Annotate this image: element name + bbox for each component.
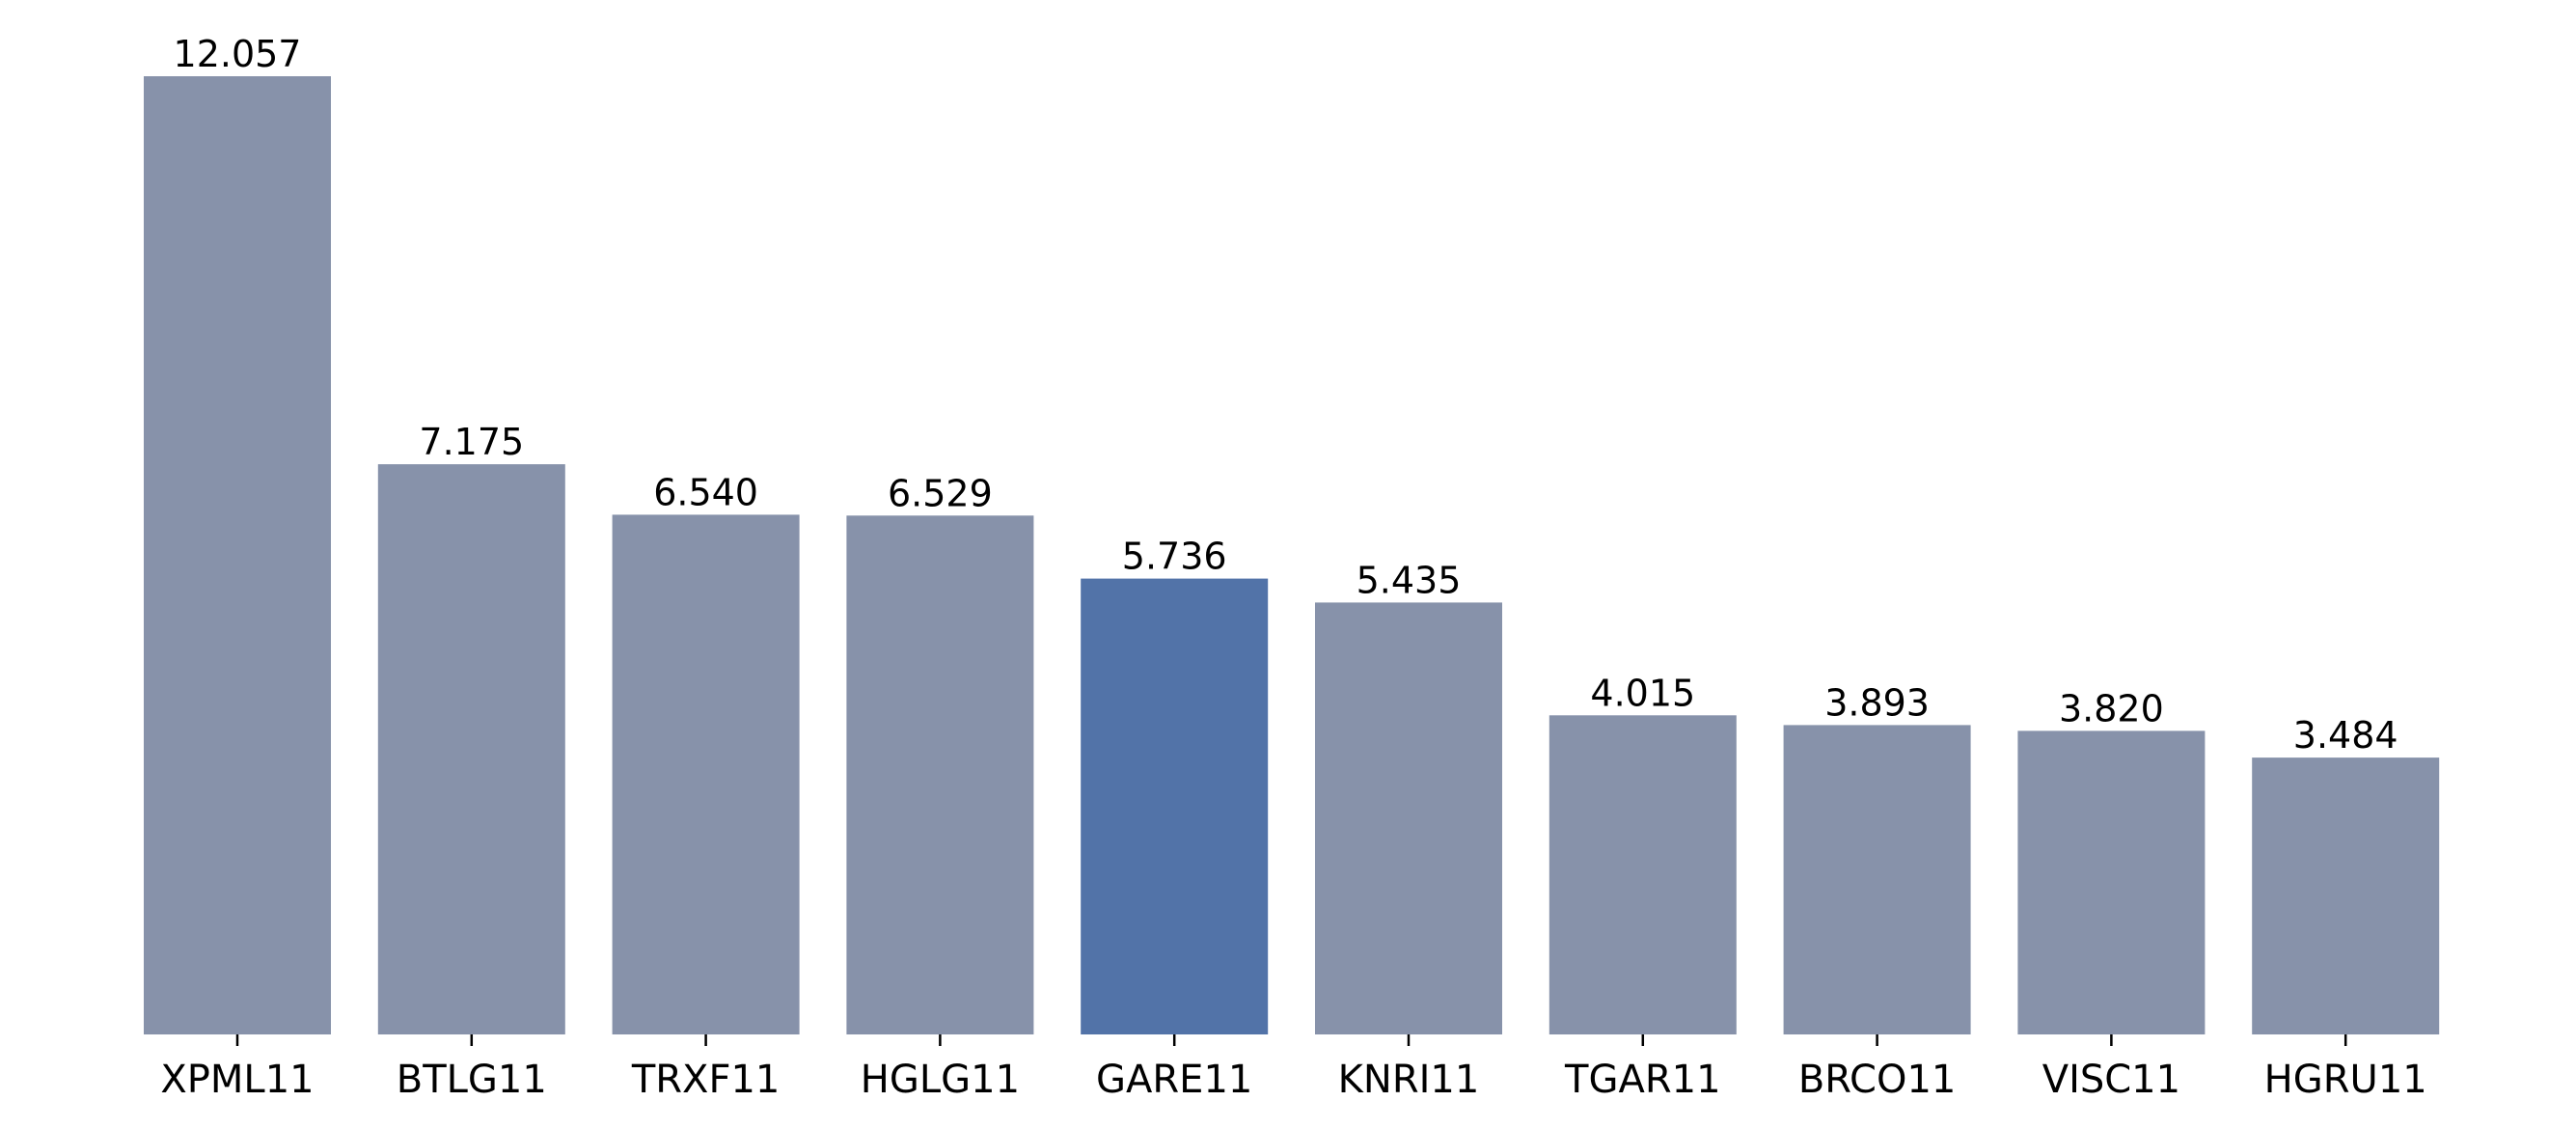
bar-hglg11: [846, 515, 1034, 1034]
value-label-xpml11: 12.057: [174, 33, 302, 75]
x-tick-label-visc11: VISC11: [2042, 1058, 2180, 1102]
bars-group: [144, 76, 2440, 1035]
value-label-hglg11: 6.529: [888, 472, 993, 514]
bar-gare11: [1081, 578, 1269, 1034]
value-label-hgru11: 3.484: [2293, 714, 2398, 757]
bar-knri11: [1315, 602, 1502, 1034]
bar-trxf11: [612, 514, 800, 1034]
bar-brco11: [1783, 725, 1971, 1034]
value-label-gare11: 5.736: [1122, 536, 1227, 578]
x-tick-label-trxf11: TRXF11: [631, 1058, 781, 1102]
x-tick-label-hglg11: HGLG11: [861, 1058, 1020, 1102]
value-label-visc11: 3.820: [2059, 687, 2164, 730]
x-tick-label-xpml11: XPML11: [160, 1058, 314, 1102]
x-tick-label-brco11: BRCO11: [1798, 1058, 1957, 1102]
value-label-trxf11: 6.540: [653, 471, 758, 513]
x-tick-label-btlg11: BTLG11: [397, 1058, 547, 1102]
value-label-knri11: 5.435: [1357, 559, 1462, 601]
bar-hgru11: [2252, 757, 2440, 1034]
x-tick-label-knri11: KNRI11: [1338, 1058, 1480, 1102]
value-label-btlg11: 7.175: [419, 421, 524, 463]
x-tick-label-tgar11: TGAR11: [1564, 1058, 1720, 1102]
x-axis: XPML11 BTLG11 TRXF11 HGLG11 GARE11 KNRI11 TGAR…: [160, 1034, 2427, 1102]
x-tick-label-gare11: GARE11: [1096, 1058, 1252, 1102]
value-label-brco11: 3.893: [1824, 681, 1930, 724]
value-label-tgar11: 4.015: [1590, 672, 1695, 714]
x-tick-label-hgru11: HGRU11: [2264, 1058, 2427, 1102]
bar-visc11: [2017, 730, 2206, 1034]
value-labels-group: 12.057 7.175 6.540 6.529 5.736 5.435 4.015 3.89…: [174, 33, 2398, 757]
bar-xpml11: [144, 76, 331, 1034]
bar-tgar11: [1548, 715, 1737, 1034]
bar-btlg11: [377, 464, 565, 1035]
